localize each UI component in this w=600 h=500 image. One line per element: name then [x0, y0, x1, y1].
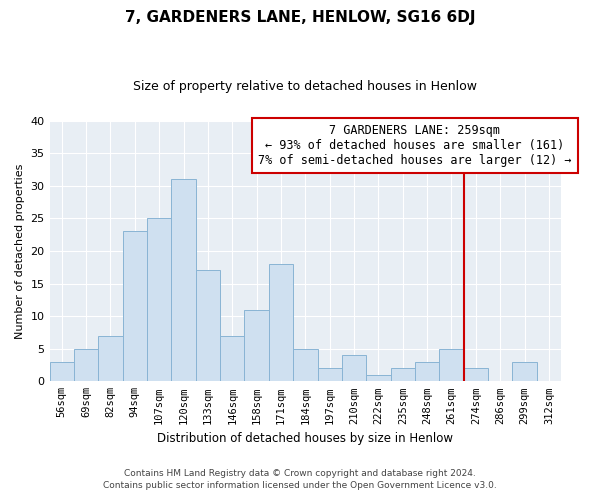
Bar [74, 348, 98, 382]
Bar [269, 264, 293, 382]
Text: 7 GARDENERS LANE: 259sqm
← 93% of detached houses are smaller (161)
7% of semi-d: 7 GARDENERS LANE: 259sqm ← 93% of detach… [258, 124, 572, 167]
Bar [512, 362, 537, 382]
Text: 7, GARDENERS LANE, HENLOW, SG16 6DJ: 7, GARDENERS LANE, HENLOW, SG16 6DJ [125, 10, 475, 25]
Bar [439, 348, 464, 382]
Bar [391, 368, 415, 382]
Bar [220, 336, 244, 382]
Bar [147, 218, 172, 382]
Bar [98, 336, 122, 382]
Bar [196, 270, 220, 382]
Text: Contains HM Land Registry data © Crown copyright and database right 2024.
Contai: Contains HM Land Registry data © Crown c… [103, 468, 497, 490]
Bar [172, 179, 196, 382]
Bar [122, 232, 147, 382]
X-axis label: Distribution of detached houses by size in Henlow: Distribution of detached houses by size … [157, 432, 454, 445]
Bar [366, 375, 391, 382]
Bar [342, 355, 366, 382]
Bar [317, 368, 342, 382]
Y-axis label: Number of detached properties: Number of detached properties [15, 163, 25, 338]
Bar [293, 348, 317, 382]
Bar [464, 368, 488, 382]
Bar [244, 310, 269, 382]
Bar [50, 362, 74, 382]
Title: Size of property relative to detached houses in Henlow: Size of property relative to detached ho… [133, 80, 478, 93]
Bar [415, 362, 439, 382]
